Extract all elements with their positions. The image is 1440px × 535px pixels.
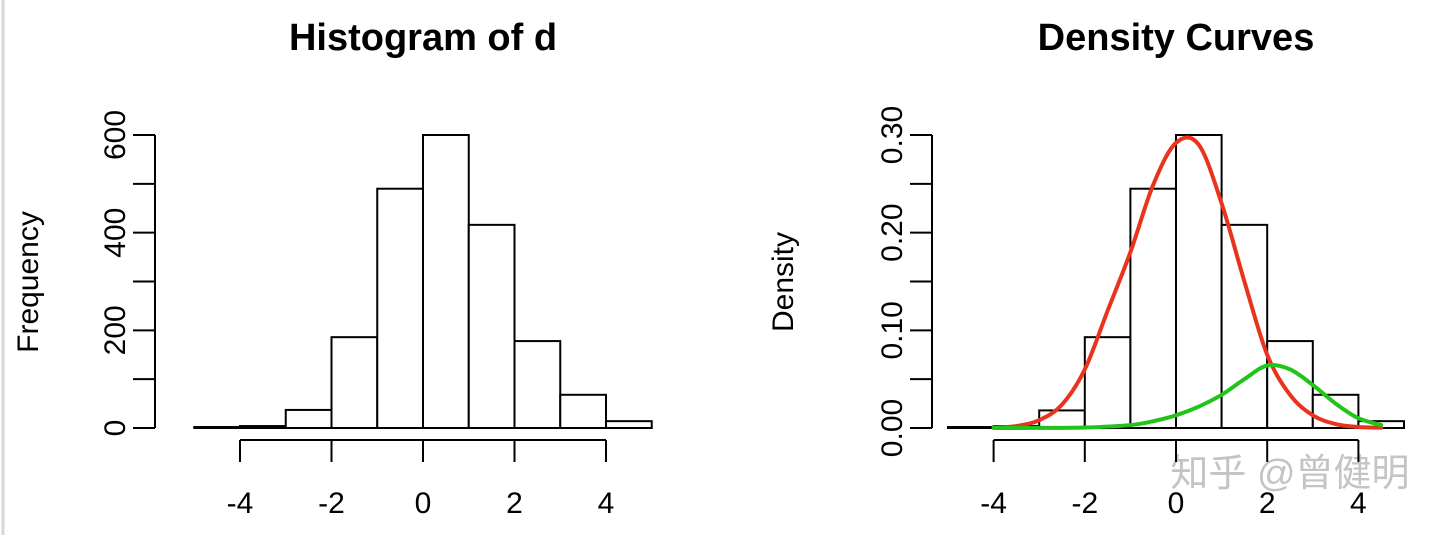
bar	[1038, 409, 1086, 430]
chart-title: Histogram of d	[289, 17, 557, 59]
y-tick-label: 600	[99, 110, 132, 160]
density-curve	[991, 362, 1384, 430]
x-tick-label: 2	[1259, 487, 1276, 520]
x-tick-label: 4	[1350, 487, 1367, 520]
x-tick-label: -4	[980, 487, 1007, 520]
bar	[376, 187, 424, 429]
bar	[513, 340, 562, 429]
bar	[947, 426, 995, 430]
bar	[559, 393, 607, 429]
y-tick-label: 0.10	[876, 301, 909, 359]
bar	[193, 426, 241, 430]
y-tick-label: 0.30	[876, 106, 909, 164]
y-tick-label: 0.20	[876, 203, 909, 261]
x-tick-label: -2	[318, 487, 345, 520]
bar	[1266, 340, 1314, 429]
bar	[422, 134, 470, 429]
x-tick-label: -4	[227, 487, 254, 520]
x-tick-label: -2	[1071, 487, 1098, 520]
y-axis-label: Density	[767, 232, 800, 332]
y-tick-label: 0	[99, 420, 132, 437]
y-tick-label: 0.00	[876, 399, 909, 457]
bar	[284, 408, 333, 430]
y-tick-label: 400	[99, 208, 132, 258]
bar	[239, 425, 287, 429]
x-tick-label: 4	[598, 487, 615, 520]
chart-title: Density Curves	[1038, 17, 1315, 59]
watermark: 知乎 @曾健明	[1170, 453, 1409, 495]
x-tick-label: 0	[415, 487, 432, 520]
y-tick-label: 200	[99, 305, 132, 355]
bar	[467, 223, 516, 429]
bar	[1220, 223, 1269, 429]
x-tick-label: 0	[1168, 487, 1185, 520]
bar	[330, 336, 379, 430]
x-tick-label: 2	[506, 487, 523, 520]
bar	[605, 420, 653, 429]
y-axis-label: Frequency	[12, 211, 45, 353]
bar	[1129, 187, 1178, 429]
density-curve	[991, 135, 1384, 430]
